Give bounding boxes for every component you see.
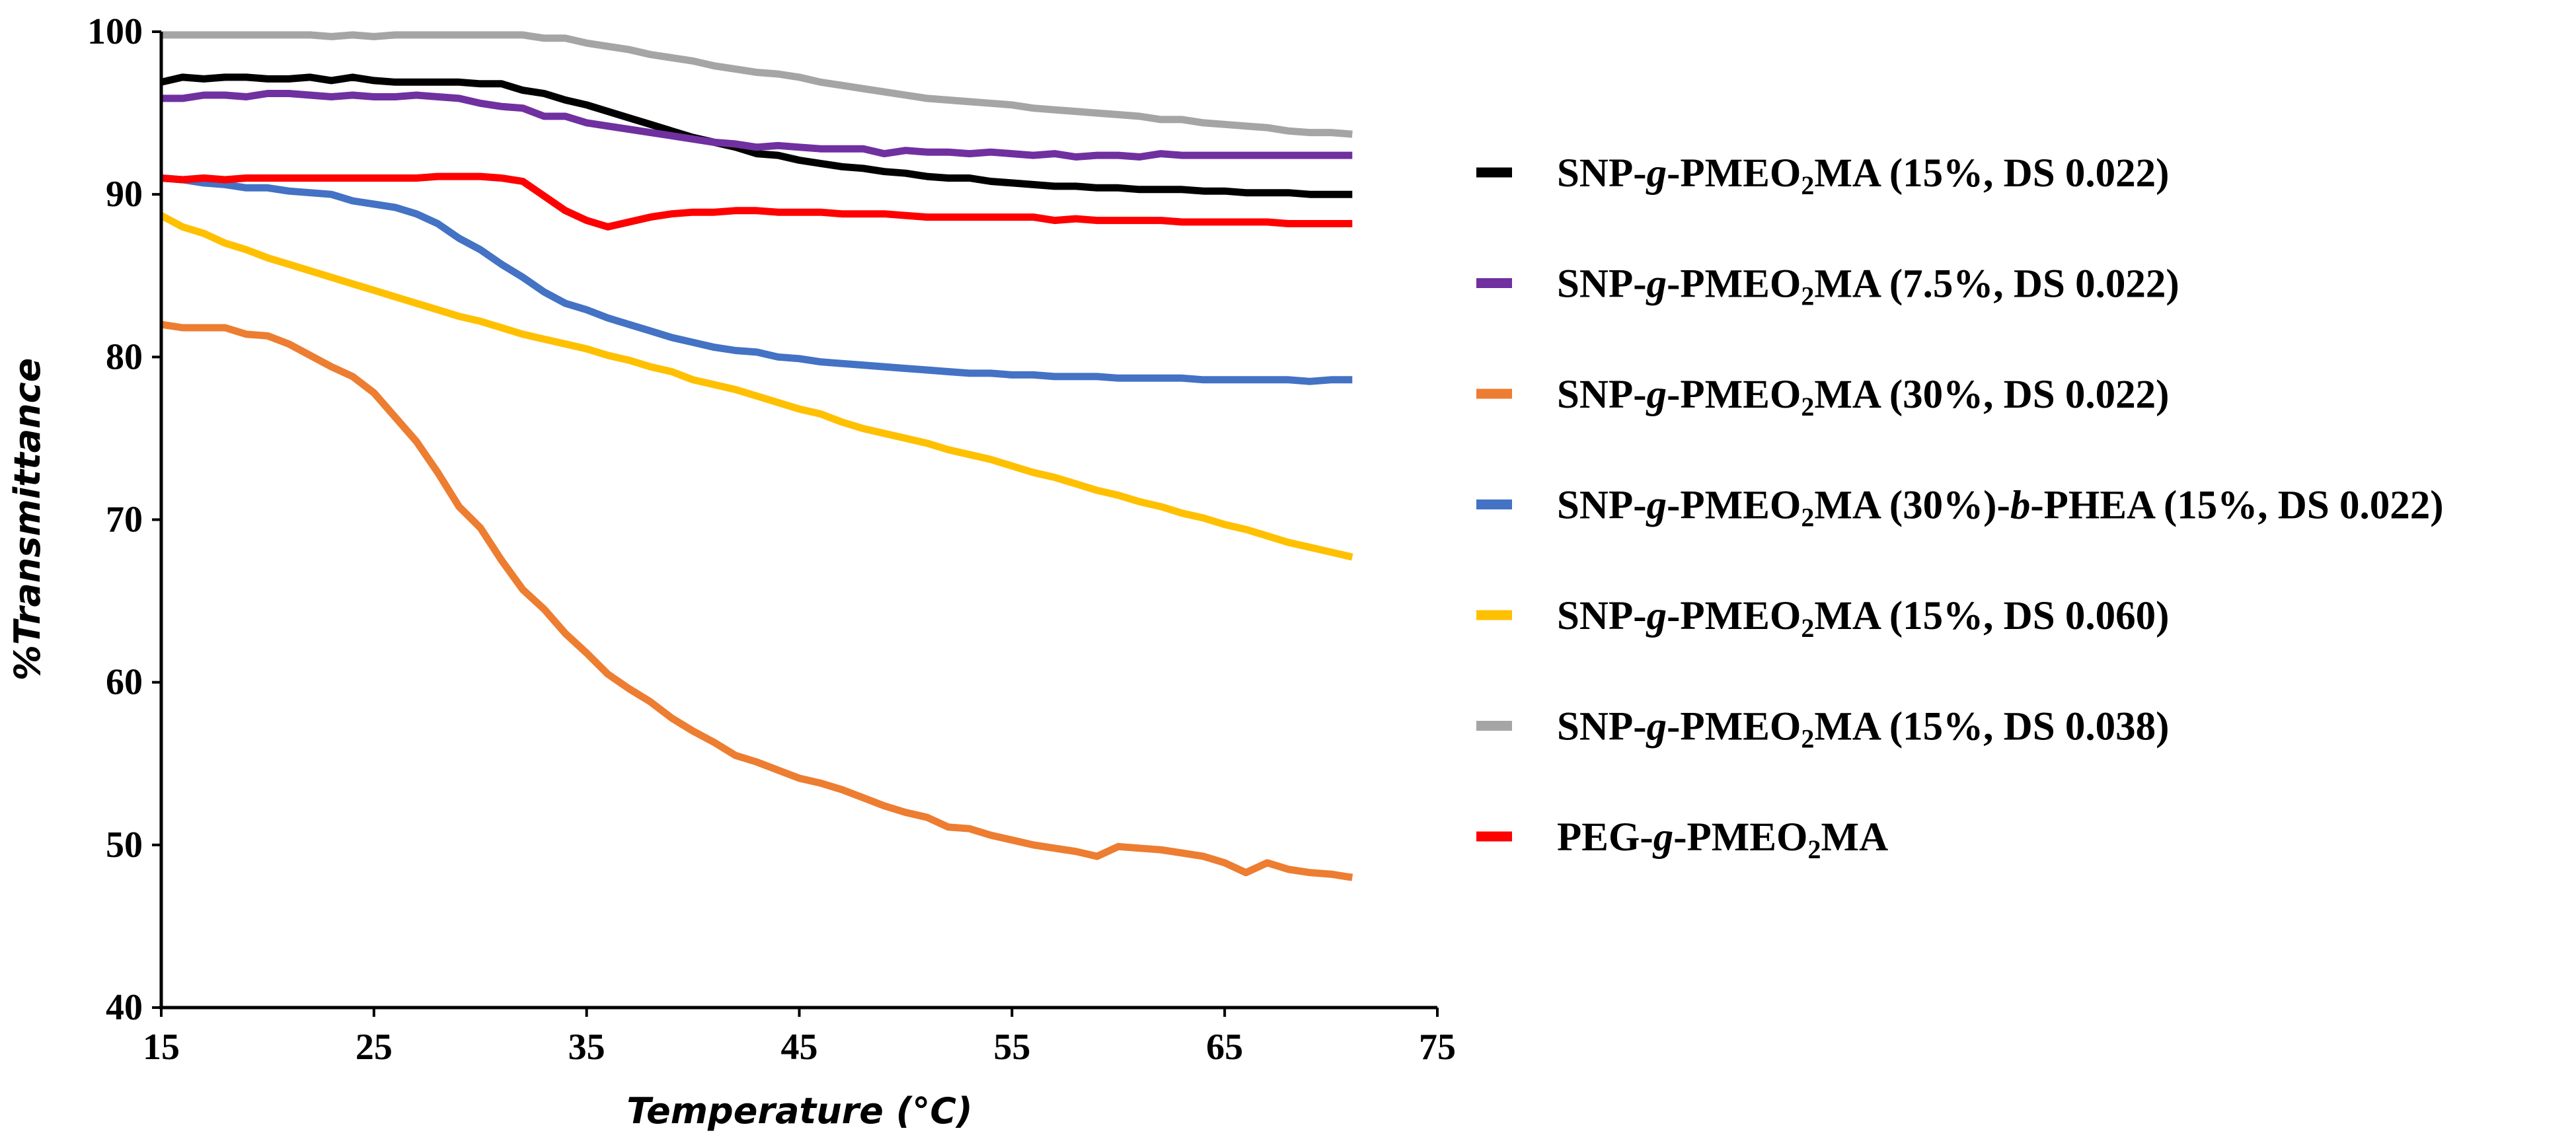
legend-item: SNP-g-PMEO2MA (7.5%, DS 0.022)	[1476, 262, 2179, 311]
legend-label-part: g	[1646, 262, 1667, 307]
legend-label-part: -PMEO	[1667, 594, 1801, 638]
legend-label: SNP-g-PMEO2MA (15%, DS 0.022)	[1557, 151, 2169, 200]
x-tick-label: 35	[568, 1027, 605, 1068]
series-line-7	[161, 172, 1353, 231]
legend-label-part: MA (15%, DS 0.022)	[1814, 151, 2169, 196]
legend-item: SNP-g-PMEO2MA (30%, DS 0.022)	[1476, 373, 2169, 422]
legend-label-part: SNP-	[1557, 705, 1647, 749]
legend-label-part: SNP-	[1557, 373, 1647, 417]
legend-label-part: 2	[1801, 724, 1814, 754]
legend-label: SNP-g-PMEO2MA (15%, DS 0.060)	[1557, 594, 2169, 643]
series-line-6	[161, 31, 1353, 138]
x-tick-label: 65	[1206, 1027, 1243, 1068]
y-tick-label: 70	[106, 499, 143, 540]
x-axis-title: Temperature (°C)	[626, 1090, 972, 1132]
legend-label-part: MA (30%, DS 0.022)	[1814, 373, 2169, 417]
legend-label-part: 2	[1801, 170, 1814, 200]
y-axis-title: %Transmittance	[7, 358, 48, 681]
legend-label: SNP-g-PMEO2MA (15%, DS 0.038)	[1557, 705, 2169, 754]
series-line-2	[161, 90, 1353, 161]
y-tick-label: 60	[106, 662, 143, 703]
legend-label-part: MA	[1821, 815, 1889, 860]
legend-label-part: 2	[1801, 281, 1814, 311]
y-tick-label: 100	[87, 11, 143, 52]
series-line-5	[159, 212, 1353, 561]
legend-label-part: MA (15%, DS 0.060)	[1814, 594, 2169, 638]
axis-ticks: 40 50 60 70 80 90 100 15 25 35 45 55 65 75	[87, 11, 1456, 1068]
plot-lines	[159, 31, 1353, 881]
series-line-1	[160, 73, 1353, 198]
x-tick-label: 45	[781, 1027, 818, 1068]
x-tick-label: 25	[356, 1027, 393, 1068]
y-tick-label: 90	[106, 174, 143, 215]
legend-label: SNP-g-PMEO2MA (30%, DS 0.022)	[1557, 373, 2169, 422]
legend-label-part: SNP-	[1557, 594, 1647, 638]
legend-label-part: b	[2010, 484, 2031, 528]
legend-label-part: -PMEO	[1673, 815, 1807, 860]
legend-item: PEG-g-PMEO2MA	[1476, 815, 1888, 864]
legend-label-part: SNP-	[1557, 151, 1647, 196]
legend-label: PEG-g-PMEO2MA	[1557, 815, 1888, 864]
x-tick-label: 15	[143, 1027, 180, 1068]
legend-label-part: MA (30%)-	[1814, 484, 2010, 528]
legend-label-part: -PMEO	[1667, 705, 1801, 749]
legend-item: SNP-g-PMEO2MA (30%)-b-PHEA (15%, DS 0.02…	[1476, 484, 2444, 533]
legend-label-part: 2	[1801, 392, 1814, 422]
legend-label-part: -PMEO	[1667, 262, 1801, 307]
legend-item: SNP-g-PMEO2MA (15%, DS 0.038)	[1476, 705, 2169, 754]
legend-label-part: 2	[1808, 834, 1821, 864]
legend-label-part: MA (7.5%, DS 0.022)	[1814, 262, 2179, 307]
x-tick-label: 55	[993, 1027, 1030, 1068]
legend-label-part: g	[1646, 373, 1667, 417]
legend-label-part: g	[1646, 484, 1667, 528]
legend-label-part: 2	[1801, 503, 1814, 533]
legend: SNP-g-PMEO2MA (15%, DS 0.022)SNP-g-PMEO2…	[1476, 151, 2444, 864]
legend-label-part: -PMEO	[1667, 151, 1801, 196]
legend-label-part: -PHEA (15%, DS 0.022)	[2030, 484, 2443, 528]
series-line-3	[161, 320, 1353, 881]
legend-label-part: SNP-	[1557, 484, 1647, 528]
legend-label-part: g	[1652, 815, 1674, 860]
x-tick-label: 75	[1419, 1027, 1456, 1068]
legend-item: SNP-g-PMEO2MA (15%, DS 0.060)	[1476, 594, 2169, 643]
legend-label-part: 2	[1801, 613, 1814, 643]
legend-label-part: PEG-	[1557, 815, 1653, 860]
legend-label: SNP-g-PMEO2MA (7.5%, DS 0.022)	[1557, 262, 2179, 311]
legend-label-part: -PMEO	[1667, 484, 1801, 528]
legend-label-part: -PMEO	[1667, 373, 1801, 417]
y-tick-label: 40	[106, 987, 143, 1028]
legend-label-part: g	[1646, 594, 1667, 638]
legend-label-part: g	[1646, 705, 1667, 749]
legend-label-part: MA (15%, DS 0.038)	[1814, 705, 2169, 749]
y-tick-label: 80	[106, 336, 143, 377]
legend-item: SNP-g-PMEO2MA (15%, DS 0.022)	[1476, 151, 2169, 200]
series-line-4	[161, 174, 1353, 385]
legend-label-part: SNP-	[1557, 262, 1647, 307]
legend-label: SNP-g-PMEO2MA (30%)-b-PHEA (15%, DS 0.02…	[1557, 484, 2444, 533]
y-tick-label: 50	[106, 825, 143, 866]
legend-label-part: g	[1646, 151, 1667, 196]
